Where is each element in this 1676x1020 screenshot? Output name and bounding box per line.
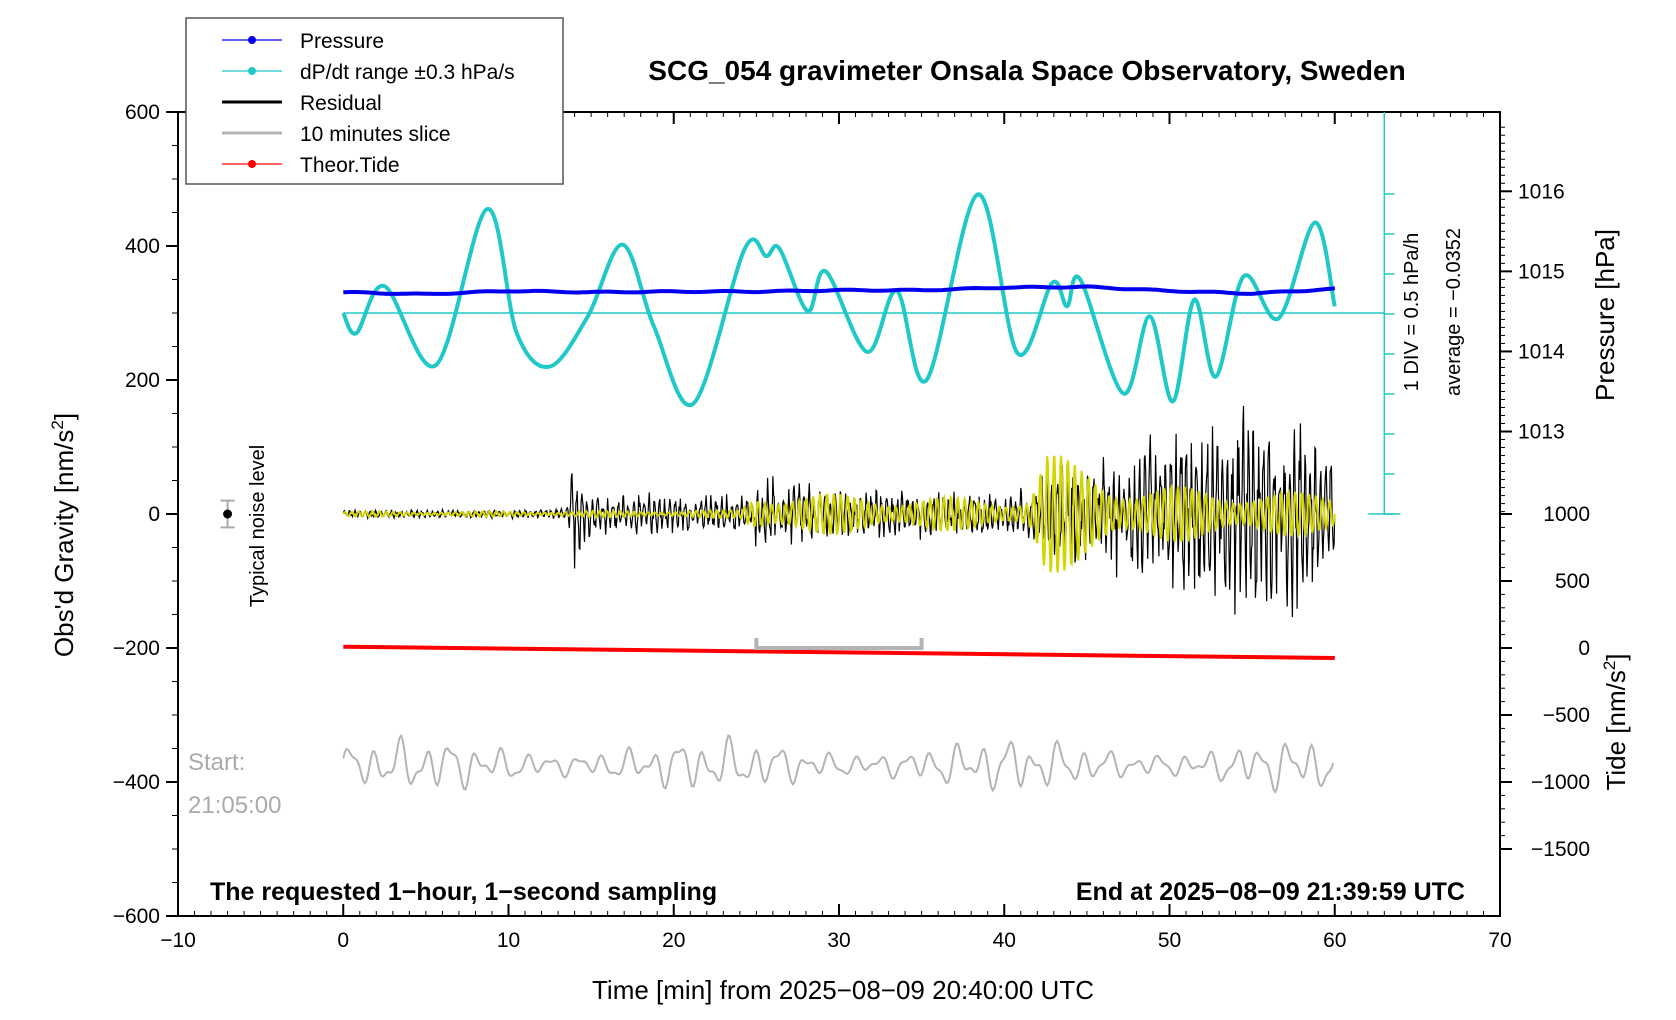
- noise-marker: [220, 499, 235, 529]
- pressure-scale-div: 1 DIV = 0.5 hPa/h: [1401, 233, 1423, 391]
- y-axis-pressure-label: Pressure [hPa]: [1590, 229, 1620, 401]
- pressure-tick-label: 1015: [1518, 260, 1565, 283]
- x-tick-label: 70: [1488, 929, 1511, 952]
- y-axis-tide-label: Tide [nm/s2]: [1600, 653, 1631, 790]
- x-tick-label: 40: [993, 929, 1016, 952]
- start-label: Start:: [188, 749, 245, 776]
- legend-marker: [248, 67, 256, 75]
- tide-tick-label: 500: [1555, 570, 1590, 593]
- start-time: 21:05:00: [188, 792, 281, 819]
- x-tick-label: 50: [1158, 929, 1181, 952]
- x-tick-label: 60: [1323, 929, 1346, 952]
- legend: Pressure dP/dt range ±0.3 hPa/s Residual 10…: [185, 17, 564, 185]
- x-tick-label: 10: [497, 929, 520, 952]
- tide-tick-label: −500: [1543, 704, 1590, 727]
- pressure-series-line: [343, 284, 1335, 296]
- y-axis-left-label: Obs'd Gravity [nm/s2]: [48, 413, 79, 657]
- y-tick-label: 0: [148, 503, 160, 526]
- y-tick-label: 400: [125, 235, 160, 258]
- footer-left: The requested 1−hour, 1−second sampling: [210, 878, 717, 906]
- legend-label: dP/dt range ±0.3 hPa/s: [300, 61, 515, 84]
- legend-label: Theor.Tide: [300, 154, 400, 177]
- y-tick-label: 600: [125, 101, 160, 124]
- tide-series-line: [343, 644, 1335, 660]
- legend-marker: [248, 160, 256, 168]
- noise-label: Typical noise level: [247, 445, 269, 607]
- x-tick-label: 0: [337, 929, 349, 952]
- y-axis-left: 600 400 200 0 −200 −400 −600: [113, 101, 178, 928]
- y-tick-label: −200: [113, 637, 160, 660]
- legend-marker: [248, 36, 256, 44]
- pressure-tick-label: 1016: [1518, 180, 1565, 203]
- tide-tick-label: −1000: [1531, 771, 1590, 794]
- tide-tick-label: −1500: [1531, 838, 1590, 861]
- y-tick-label: −400: [113, 771, 160, 794]
- x-tick-label: −10: [160, 929, 196, 952]
- pressure-tick-label: 1013: [1518, 421, 1565, 444]
- x-axis: −10 0 10 20 30 40 50 60 70: [160, 112, 1512, 952]
- tide-tick-label: 0: [1578, 637, 1590, 660]
- y-axis-pressure: 1016 1015 1014 1013: [1500, 126, 1565, 513]
- y-tick-label: 200: [125, 369, 160, 392]
- filtered-series-line: [342, 455, 1336, 573]
- legend-label: Residual: [300, 92, 382, 115]
- legend-label: 10 minutes slice: [300, 123, 451, 146]
- pressure-scale-average: average = −0.0352: [1443, 228, 1465, 396]
- pressure-tick-label: 1014: [1518, 340, 1565, 363]
- x-tick-label: 30: [827, 929, 850, 952]
- y-tick-label: −600: [113, 905, 160, 928]
- chart-title: SCG_054 gravimeter Onsala Space Observat…: [648, 55, 1405, 86]
- noise-point: [223, 509, 233, 519]
- x-tick-label: 20: [662, 929, 685, 952]
- slice-bracket: [754, 638, 924, 650]
- dpdt-series-line: [341, 192, 1337, 408]
- y-axis-tide: 1000 500 0 −500 −1000 −1500: [1500, 503, 1590, 861]
- legend-label: Pressure: [300, 30, 384, 53]
- tide-tick-label: 1000: [1543, 503, 1590, 526]
- slice-series-line: [342, 733, 1335, 794]
- footer-right: End at 2025−08−09 21:39:59 UTC: [1076, 878, 1465, 906]
- x-axis-label: Time [min] from 2025−08−09 20:40:00 UTC: [592, 975, 1094, 1005]
